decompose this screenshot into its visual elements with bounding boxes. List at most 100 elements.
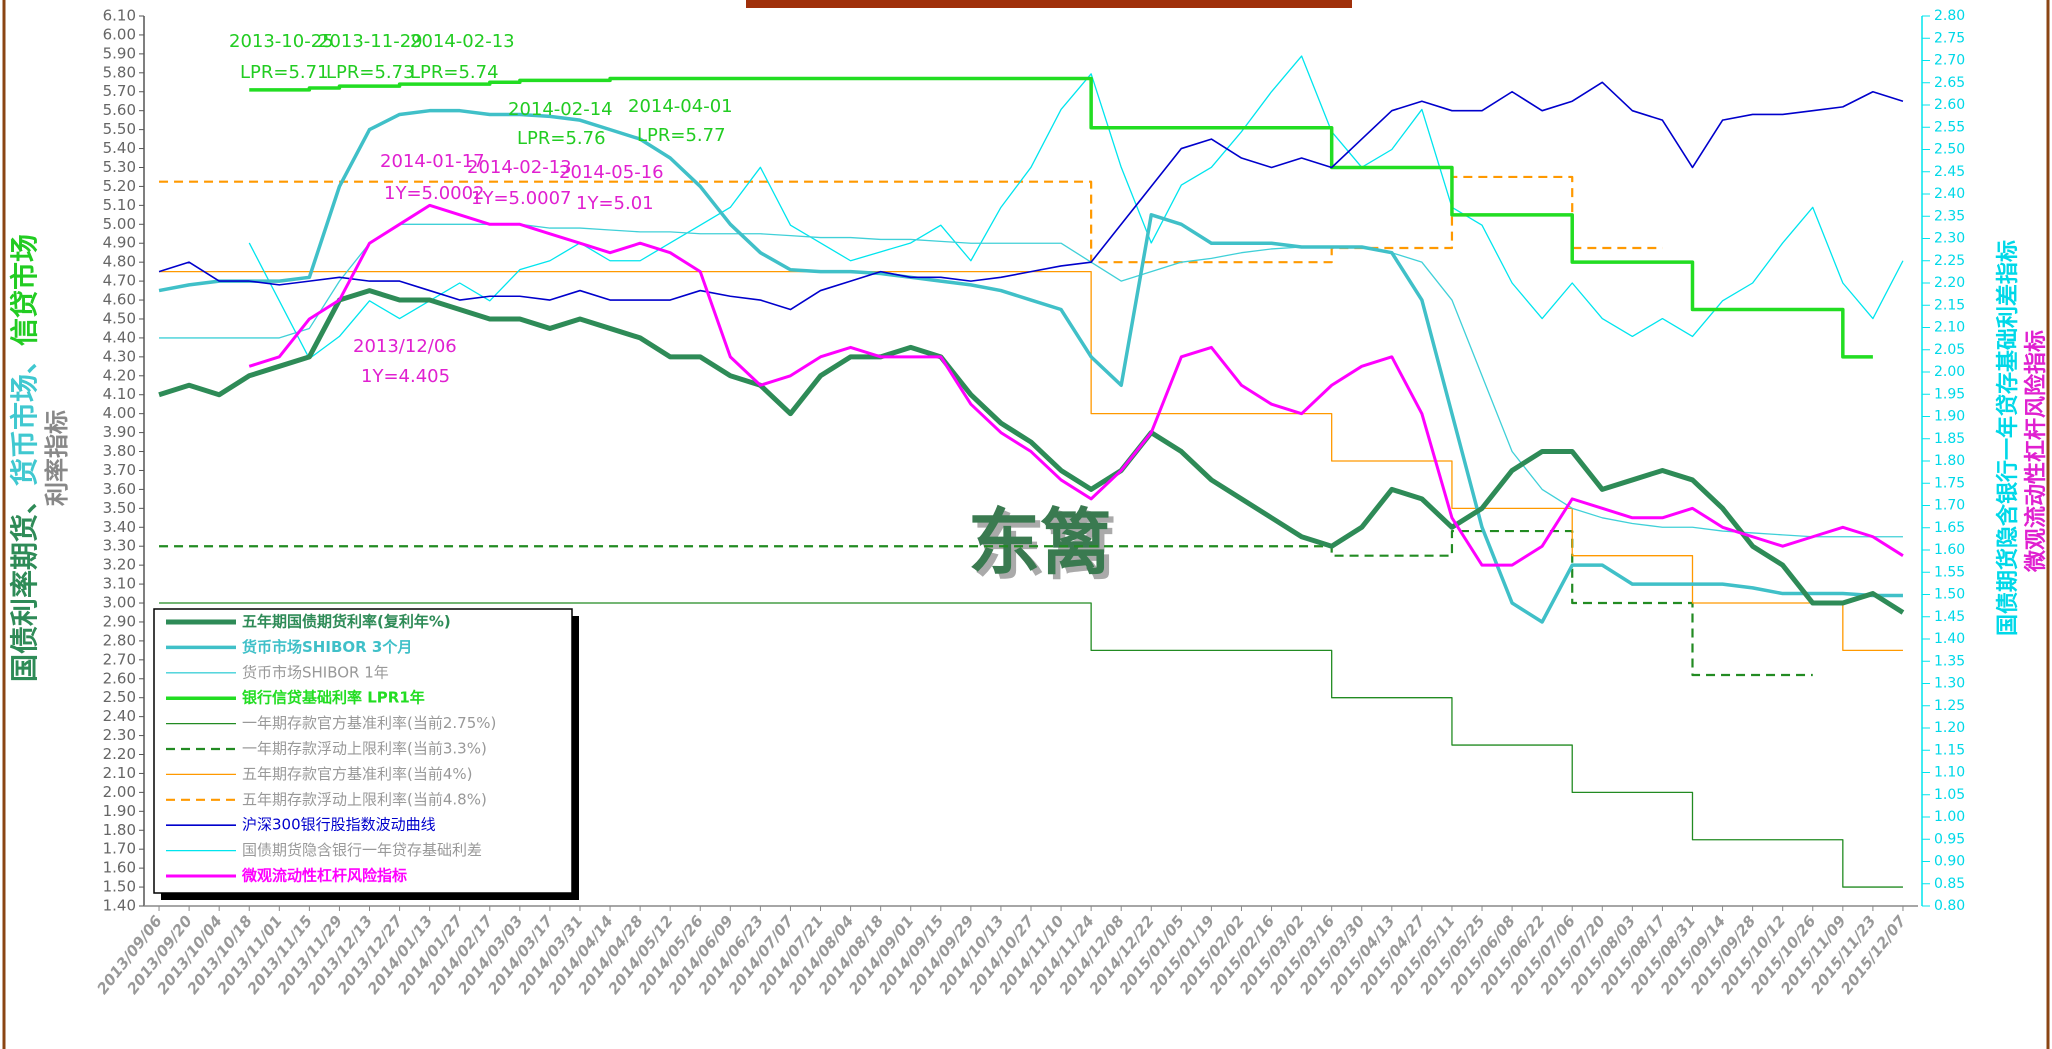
y2-tick-label: 1.95 <box>1934 386 1965 402</box>
y2-tick-label: 1.20 <box>1934 720 1965 736</box>
y-tick-label: 3.40 <box>103 518 136 536</box>
y2-tick-label: 1.70 <box>1934 498 1965 514</box>
annotation: 2013/12/06 <box>353 336 457 357</box>
y-tick-label: 5.90 <box>103 44 136 62</box>
y-tick-label: 5.70 <box>103 82 136 100</box>
y2-tick-label: 2.75 <box>1934 30 1965 46</box>
y2-tick-label: 1.65 <box>1934 520 1965 536</box>
legend-label: 一年期存款官方基准利率(当前2.75%) <box>242 714 496 732</box>
y-tick-label: 2.30 <box>103 726 136 744</box>
annotation: 2014-01-17 <box>380 151 485 172</box>
y-tick-label: 5.00 <box>103 215 136 233</box>
y-tick-label: 3.70 <box>103 461 136 479</box>
legend-label: 五年期存款浮动上限利率(当前4.8%) <box>242 790 487 808</box>
y2-tick-label: 2.70 <box>1934 53 1965 69</box>
y-tick-label: 4.40 <box>103 328 136 346</box>
y2-tick-label: 0.80 <box>1934 898 1965 914</box>
y-axis-title-part: 货币市场、 <box>8 346 41 486</box>
y2-tick-label: 1.55 <box>1934 564 1965 580</box>
legend-label: 五年期国债期货利率(复利年%) <box>242 613 451 631</box>
legend-label: 银行信贷基础利率 LPR1年 <box>242 689 425 707</box>
y-tick-label: 1.90 <box>103 802 136 820</box>
legend-label: 货币市场SHIBOR 1年 <box>242 663 389 681</box>
y-tick-label: 4.50 <box>103 309 136 327</box>
annotation: 2014-02-13 <box>467 157 572 178</box>
y2-tick-label: 2.55 <box>1934 119 1965 135</box>
y-tick-label: 2.10 <box>103 764 136 782</box>
y-tick-label: 5.30 <box>103 158 136 176</box>
y2-tick-label: 1.45 <box>1934 609 1965 625</box>
annotation: LPR=5.77 <box>637 125 726 146</box>
y2-tick-label: 1.15 <box>1934 742 1965 758</box>
series-line <box>158 108 1903 624</box>
y-tick-label: 1.60 <box>103 859 136 877</box>
y-tick-label: 2.20 <box>103 745 136 763</box>
y-tick-label: 2.90 <box>103 612 136 630</box>
y2-tick-label: 1.90 <box>1934 409 1965 425</box>
y2-axis-title: 国债期货隐含银行一年贷存基础利差指标 <box>1995 240 2021 636</box>
y-tick-label: 4.90 <box>103 234 136 252</box>
y-axis-title-part: 信贷市场 <box>8 234 41 346</box>
y2-tick-label: 2.35 <box>1934 208 1965 224</box>
y2-tick-label: 1.00 <box>1934 809 1965 825</box>
annotation: 2014-02-14 <box>508 99 613 120</box>
y-tick-label: 2.80 <box>103 631 136 649</box>
legend: 五年期国债期货利率(复利年%) 货币市场SHIBOR 3个月货币市场SHIBOR … <box>153 608 579 900</box>
series-line <box>248 203 1904 567</box>
y-axis-subtitle: 利率指标 <box>43 410 71 506</box>
y-tick-label: 5.60 <box>103 101 136 119</box>
y2-tick-label: 2.30 <box>1934 231 1965 247</box>
y-tick-label: 2.00 <box>103 783 136 801</box>
series-line <box>158 288 1905 615</box>
y-tick-label: 3.00 <box>103 594 136 612</box>
legend-label: 货币市场SHIBOR 3个月 <box>242 638 412 656</box>
y2-tick-label: 2.65 <box>1934 75 1965 91</box>
y2-axis-subtitle: 微观流动性杠杆风险指标 <box>2023 330 2049 573</box>
y2-tick-label: 1.50 <box>1934 587 1965 603</box>
y2-tick-label: 2.80 <box>1934 8 1965 24</box>
series-line <box>159 223 1903 538</box>
y2-tick-label: 2.45 <box>1934 164 1965 180</box>
series-line <box>249 76 1873 359</box>
annotation: 1Y=5.0007 <box>471 188 572 209</box>
series-line <box>248 55 1904 360</box>
annotation: 2014-02-13 <box>410 31 515 52</box>
y-tick-label: 5.50 <box>103 120 136 138</box>
y-tick-label: 2.50 <box>103 688 136 706</box>
y-tick-label: 3.50 <box>103 499 136 517</box>
y2-tick-label: 1.25 <box>1934 698 1965 714</box>
annotation: 1Y=4.405 <box>361 366 450 387</box>
y-tick-label: 3.60 <box>103 480 136 498</box>
watermark: 东篱 <box>968 501 1112 585</box>
watermark-shadow: 东篱 <box>973 506 1117 590</box>
y-tick-label: 2.40 <box>103 707 136 725</box>
y-tick-label: 1.40 <box>103 897 136 915</box>
y-tick-label: 2.70 <box>103 650 136 668</box>
series-line <box>159 175 1663 264</box>
series-line <box>159 270 1903 652</box>
y-tick-label: 6.00 <box>103 25 136 43</box>
y2-tick-label: 1.10 <box>1934 765 1965 781</box>
y2-tick-label: 2.15 <box>1934 297 1965 313</box>
y2-tick-label: 0.95 <box>1934 831 1965 847</box>
annotation: 2013-11-29 <box>318 31 423 52</box>
y2-tick-label: 1.05 <box>1934 787 1965 803</box>
y2-tick-label: 2.05 <box>1934 342 1965 358</box>
legend-label: 一年期存款浮动上限利率(当前3.3%) <box>242 740 487 758</box>
y-tick-label: 1.70 <box>103 840 136 858</box>
y-tick-label: 4.30 <box>103 347 136 365</box>
annotation: 1Y=5.01 <box>576 193 654 214</box>
series-line <box>158 81 1904 311</box>
annotation: LPR=5.74 <box>410 62 499 83</box>
y-tick-label: 5.80 <box>103 63 136 81</box>
y-tick-label: 3.10 <box>103 575 136 593</box>
legend-label: 国债期货隐含银行一年贷存基础利差 <box>242 841 482 859</box>
y-tick-label: 4.70 <box>103 272 136 290</box>
y-tick-label: 3.90 <box>103 423 136 441</box>
y-tick-label: 1.50 <box>103 878 136 896</box>
y-tick-label: 1.80 <box>103 821 136 839</box>
y-tick-label: 3.20 <box>103 556 136 574</box>
y-tick-label: 4.20 <box>103 366 136 384</box>
y2-tick-label: 1.80 <box>1934 453 1965 469</box>
y2-tick-label: 0.90 <box>1934 854 1965 870</box>
